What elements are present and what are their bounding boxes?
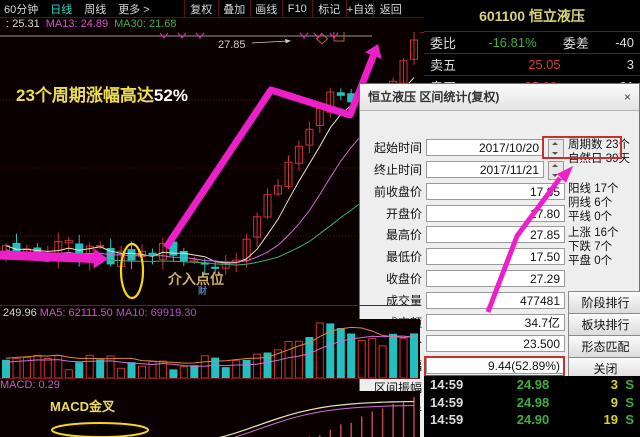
svg-text:23个周期涨幅高达52%: 23个周期涨幅高达52% xyxy=(16,85,188,105)
svg-text:介入点位: 介入点位 xyxy=(167,271,224,287)
svg-text:27.85: 27.85 xyxy=(218,39,246,51)
svg-text:MACD金叉: MACD金叉 xyxy=(50,399,116,414)
svg-text:财: 财 xyxy=(197,285,207,296)
